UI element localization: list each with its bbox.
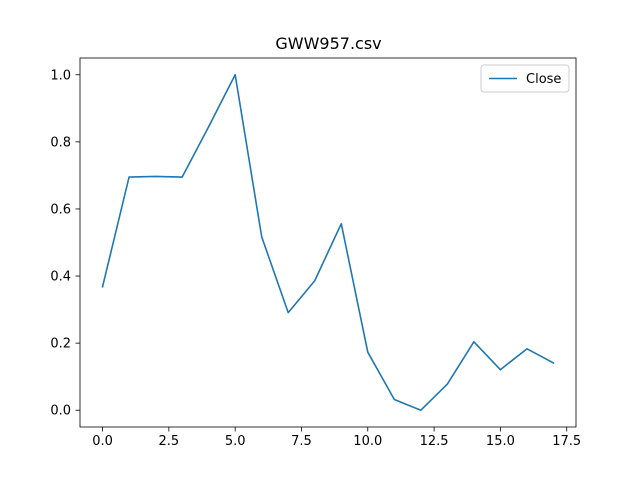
x-tick-label: 7.5 <box>291 434 312 449</box>
x-tick-label: 17.5 <box>552 434 581 449</box>
legend: Close <box>480 64 570 93</box>
x-tick-label: 12.5 <box>420 434 449 449</box>
series-line-close <box>101 73 555 412</box>
y-tick-label: 0.2 <box>50 337 71 352</box>
y-tick-label: 0.8 <box>50 135 71 150</box>
y-tick-label: 1.0 <box>50 68 71 83</box>
legend-box <box>480 64 570 93</box>
legend-label: Close <box>526 72 561 87</box>
x-tick-label: 2.5 <box>159 434 180 449</box>
y-tick-label: 0.4 <box>50 270 71 285</box>
y-tick-label: 0.0 <box>50 404 71 419</box>
x-tick-label: 5.0 <box>225 434 246 449</box>
x-tick-label: 0.0 <box>92 434 113 449</box>
y-tick-label: 0.6 <box>50 202 71 217</box>
x-tick-label: 15.0 <box>486 434 515 449</box>
series-layer <box>101 73 555 412</box>
x-tick-label: 10.0 <box>353 434 382 449</box>
chart-title: GWW957.csv <box>275 34 381 53</box>
plot-area-frame <box>79 57 577 428</box>
axes: 0.0 2.5 5.0 7.5 10.0 12.5 15.0 17.5 0.0 0.2 0.4 0.6… <box>50 57 581 449</box>
